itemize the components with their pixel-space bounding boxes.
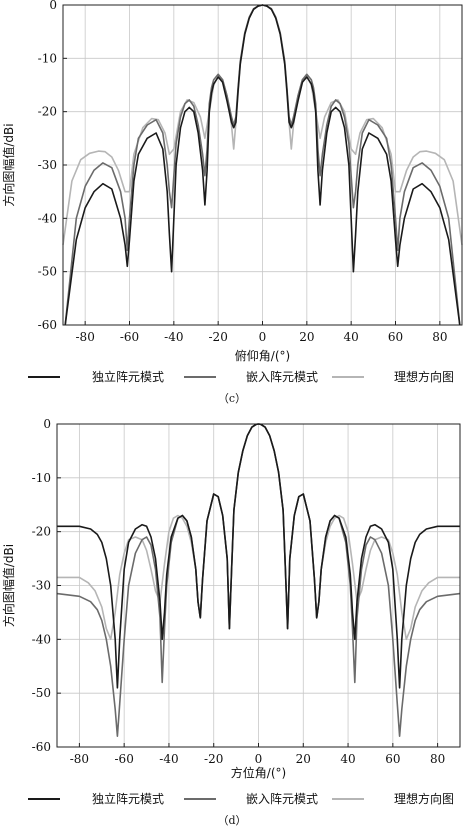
x-axis-label: 方位角/(°) — [231, 765, 286, 780]
chart-panel-d: -80 -60 -40 -20 0 20 40 60 80 0 -10 -20 -30 -40 -50 -60… — [0, 412, 464, 834]
y-tick-label: -40 — [32, 632, 51, 646]
legend-label-2: 嵌入阵元模式 — [246, 792, 318, 806]
legend-label-1: 独立阵元模式 — [92, 791, 164, 806]
y-tick-label: -60 — [32, 740, 51, 754]
x-tick-label: 40 — [344, 330, 359, 344]
x-tick-label: 60 — [385, 752, 400, 766]
legend-label-3: 理想方向图 — [394, 369, 454, 384]
x-tick-label: 80 — [430, 752, 445, 766]
x-tick-label: 60 — [388, 330, 403, 344]
x-tick-label: 20 — [299, 330, 314, 344]
x-tick-label: -40 — [164, 330, 183, 344]
y-tick-label: -60 — [38, 318, 57, 332]
x-tick-label: -40 — [159, 752, 178, 766]
x-tick-label: -80 — [76, 330, 95, 344]
y-axis-label: 方向图幅值/dBi — [1, 123, 16, 206]
y-tick-label: -50 — [32, 686, 51, 700]
x-tick-label: -60 — [120, 330, 139, 344]
y-tick-label: -40 — [38, 211, 57, 225]
y-tick-label: 0 — [49, 0, 57, 12]
x-tick-label: -80 — [70, 752, 89, 766]
figure-caption: （c） — [218, 392, 246, 405]
chart-d-svg: -80 -60 -40 -20 0 20 40 60 80 0 -10 -20 -30 -40 -50 -60… — [1, 417, 461, 827]
figure-caption: （d） — [217, 814, 246, 827]
chart-panel-c: -80 -60 -40 -20 0 20 40 60 80 0 -10 -20 -30 -40 -50 -60… — [0, 0, 464, 412]
y-tick-label: -30 — [32, 579, 51, 593]
x-tick-label: 0 — [255, 752, 263, 766]
x-tick-label: -20 — [209, 330, 228, 344]
legend-label-3: 理想方向图 — [394, 791, 454, 806]
x-tick-label: -20 — [204, 752, 223, 766]
x-tick-label: 80 — [432, 330, 447, 344]
y-tick-label: -10 — [38, 51, 57, 65]
y-tick-label: -10 — [32, 471, 51, 485]
x-tick-label: 20 — [296, 752, 311, 766]
y-tick-label: -30 — [38, 158, 57, 172]
y-axis-label: 方向图幅值/dBi — [1, 544, 16, 627]
chart-c-svg: -80 -60 -40 -20 0 20 40 60 80 0 -10 -20 -30 -40 -50 -60… — [1, 0, 463, 405]
y-tick-label: -20 — [38, 105, 57, 119]
legend-label-1: 独立阵元模式 — [92, 369, 164, 384]
x-tick-label: 40 — [340, 752, 355, 766]
y-tick-label: -20 — [32, 525, 51, 539]
y-tick-label: -50 — [38, 265, 57, 279]
legend-label-2: 嵌入阵元模式 — [246, 370, 318, 384]
x-tick-label: -60 — [115, 752, 134, 766]
x-axis-label: 俯仰角/(°) — [235, 348, 290, 363]
y-tick-label: 0 — [43, 417, 51, 431]
x-tick-label: 0 — [259, 330, 267, 344]
